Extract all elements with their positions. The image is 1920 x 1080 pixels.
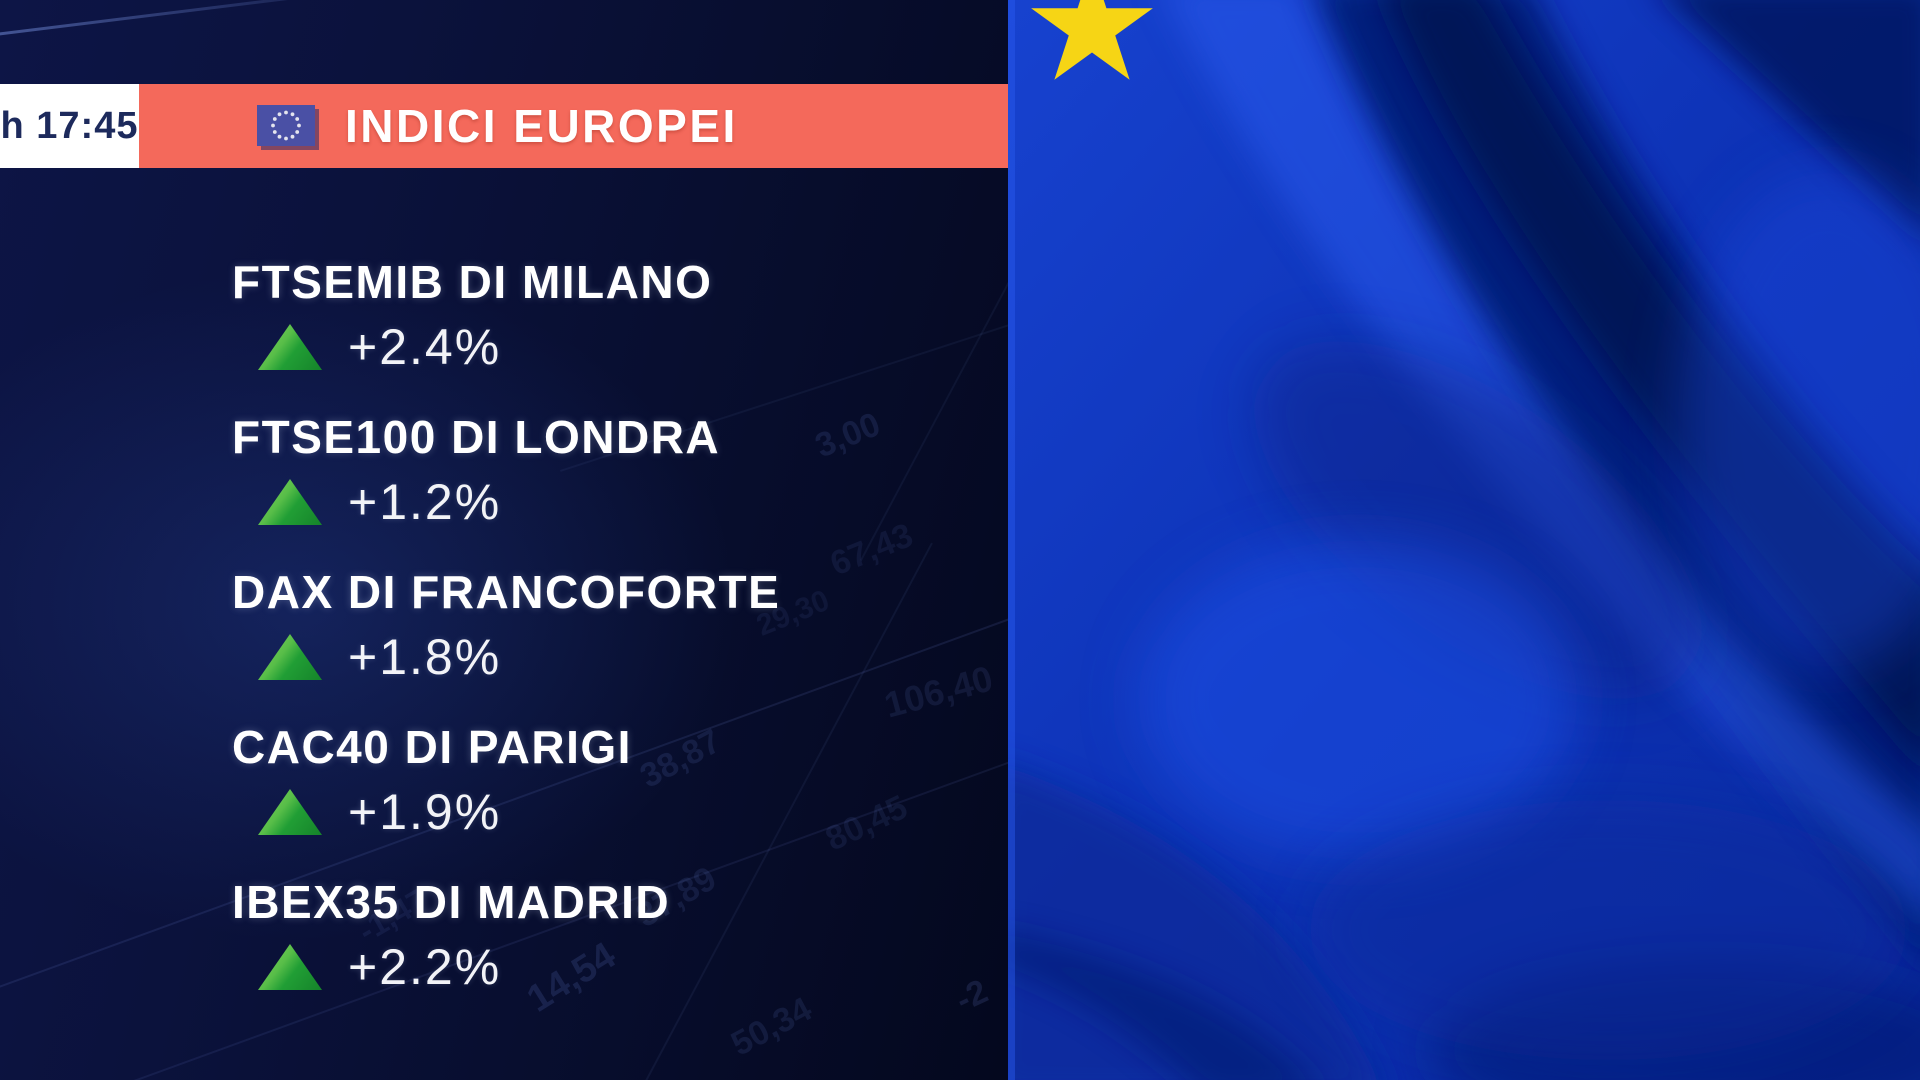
index-row: CAC40 DI PARIGI +1.9% — [232, 721, 972, 876]
index-change: +2.4% — [258, 318, 972, 376]
index-change: +1.8% — [258, 628, 972, 686]
index-row: DAX DI FRANCOFORTE +1.8% — [232, 566, 972, 721]
eu-flag-photo — [1008, 0, 1920, 1080]
index-change: +1.9% — [258, 783, 972, 841]
index-name: FTSEMIB DI MILANO — [232, 256, 713, 308]
index-change-value: +1.8% — [348, 629, 502, 685]
index-name: IBEX35 DI MADRID — [232, 876, 671, 928]
index-change: +1.2% — [258, 473, 972, 531]
index-change: +2.2% — [258, 938, 972, 996]
page-title: INDICI EUROPEI — [345, 100, 738, 152]
index-change-value: +1.2% — [348, 474, 502, 530]
index-row: IBEX35 DI MADRID +2.2% — [232, 876, 972, 1031]
up-arrow-icon — [258, 324, 322, 370]
eu-flag-stars — [1008, 0, 1920, 1080]
time-box: h 17:45 — [0, 84, 139, 168]
up-arrow-icon — [258, 789, 322, 835]
up-arrow-icon — [258, 634, 322, 680]
index-change-value: +1.9% — [348, 784, 502, 840]
index-name: FTSE100 DI LONDRA — [232, 411, 721, 463]
background-light-beam — [0, 0, 418, 39]
index-name: CAC40 DI PARIGI — [232, 721, 632, 773]
indices-list: FTSEMIB DI MILANO +2.4% FTSE100 DI LONDR… — [232, 256, 972, 1031]
indices-panel: 3,00 67,43 29,30 106,40 38,87 80,45 -1,47 37,89… — [0, 0, 1008, 1080]
header-band: h 17:45 INDICI EUROPEI — [0, 84, 1008, 168]
up-arrow-icon — [258, 944, 322, 990]
time-label: h 17:45 — [0, 104, 139, 147]
index-row: FTSEMIB DI MILANO +2.4% — [232, 256, 972, 411]
index-row: FTSE100 DI LONDRA +1.2% — [232, 411, 972, 566]
up-arrow-icon — [258, 479, 322, 525]
index-change-value: +2.2% — [348, 939, 502, 995]
eu-flag-icon — [257, 105, 319, 150]
title-bar: INDICI EUROPEI — [139, 84, 1008, 168]
index-name: DAX DI FRANCOFORTE — [232, 566, 781, 618]
index-change-value: +2.4% — [348, 319, 502, 375]
